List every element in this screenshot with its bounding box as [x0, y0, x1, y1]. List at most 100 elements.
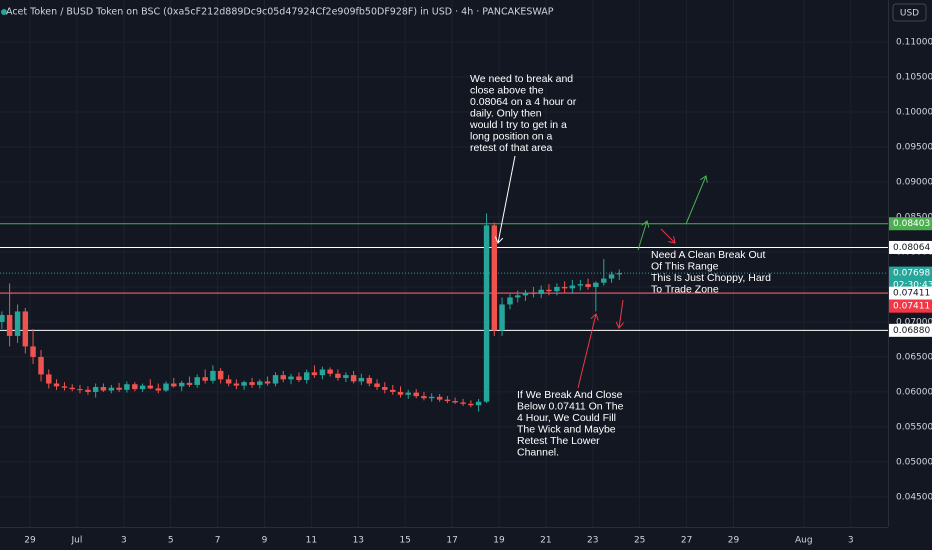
x-tick-label: 27 — [681, 536, 692, 546]
level-label-text: 0.07411 — [893, 302, 930, 312]
y-tick-label: 0.05000 — [896, 457, 932, 467]
x-tick-label: 9 — [262, 536, 268, 546]
y-tick-label: 0.10500 — [896, 72, 932, 82]
candle-body — [233, 383, 240, 386]
y-tick-label: 0.07000 — [896, 317, 932, 327]
x-tick-label: 13 — [353, 536, 364, 546]
x-tick-label: Aug — [795, 536, 813, 546]
candle-body — [171, 383, 177, 387]
annotation-text: Retest The Lower — [517, 435, 600, 447]
candle-body — [264, 381, 271, 384]
annotation-text: 4 Hour, We Could Fill — [517, 412, 616, 424]
annotation-text: long position on a — [470, 131, 552, 143]
arrow — [685, 176, 706, 225]
x-tick-label: 29 — [24, 536, 36, 546]
candle-body — [100, 387, 107, 391]
candle-body — [163, 383, 169, 391]
candle-body — [546, 289, 552, 292]
candle-body — [460, 402, 466, 404]
y-tick-label: 0.04500 — [896, 492, 932, 502]
level-label — [889, 299, 932, 313]
arrow — [660, 228, 675, 243]
level-label — [889, 286, 932, 300]
candle-body — [554, 286, 560, 292]
x-tick-label: 3 — [848, 536, 854, 546]
candle-body — [515, 295, 521, 298]
candle-body — [311, 372, 318, 376]
annotation-text: daily. Only then — [470, 108, 542, 120]
candle-body — [178, 382, 185, 387]
candle-body — [530, 292, 537, 294]
candle-body — [46, 374, 52, 384]
candle-body — [397, 391, 404, 395]
candle-body — [186, 382, 193, 385]
candle-body — [30, 346, 36, 357]
candle-body — [593, 282, 599, 287]
candle-body — [382, 387, 388, 390]
arrow — [619, 299, 623, 328]
candle-body — [303, 372, 310, 381]
candle-body — [577, 284, 584, 286]
y-tick-label: 0.06000 — [896, 387, 932, 397]
candle-body — [139, 385, 146, 390]
candle-body — [288, 376, 294, 380]
annotation-text: Below 0.07411 On The — [517, 401, 624, 413]
annotation-text: Channel. — [517, 447, 559, 459]
candle-body — [374, 383, 380, 388]
candle-body — [272, 375, 279, 384]
candle-body — [280, 375, 286, 380]
x-tick-label: 29 — [728, 536, 740, 546]
annotation-text: This Is Just Choppy, Hard — [651, 272, 771, 284]
candle-body — [53, 383, 60, 387]
candle-body — [147, 385, 154, 389]
candle-body — [358, 377, 365, 382]
candle-body — [249, 382, 255, 385]
x-tick-label: Jul — [70, 536, 82, 546]
chart-title: Acet Token / BUSD Token on BSC (0xa5cF21… — [6, 7, 554, 18]
x-tick-label: 23 — [587, 536, 598, 546]
candle-body — [241, 382, 247, 386]
annotation-text: retest of that area — [470, 142, 552, 154]
candle-body — [108, 387, 115, 391]
y-tick-label: 0.05500 — [896, 422, 932, 432]
level-label-text: 0.06880 — [893, 326, 930, 336]
arrows — [498, 155, 706, 389]
annotation-text: Need A Clean Break Out — [651, 249, 765, 261]
candle-body — [92, 387, 99, 392]
candle-body — [0, 314, 5, 322]
candle-body — [366, 377, 373, 384]
candle-body — [85, 389, 91, 392]
candle-body — [335, 373, 341, 378]
candle-body — [343, 375, 349, 378]
currency-button[interactable] — [892, 3, 927, 22]
annotation-text: Of This Range — [651, 261, 719, 273]
candle-body — [491, 225, 498, 331]
candle-body — [296, 376, 302, 381]
level-label-text: 0.08403 — [893, 219, 930, 229]
candle-body — [413, 392, 419, 397]
y-tick-label: 0.09000 — [896, 177, 932, 187]
candle-body — [257, 381, 263, 385]
x-tick-label: 5 — [168, 536, 174, 546]
x-tick-label: 21 — [540, 536, 551, 546]
candle-body — [569, 285, 576, 289]
candle-body — [6, 314, 13, 336]
candle-body — [350, 375, 357, 382]
currency-label[interactable]: USD — [900, 9, 919, 19]
candle-body — [319, 369, 326, 376]
x-tick-label: 15 — [399, 536, 410, 546]
annotation-text: If We Break And Close — [517, 389, 623, 401]
countdown: 02:30:43 — [893, 281, 932, 291]
candle-body — [61, 386, 68, 388]
candle-body — [538, 289, 544, 294]
candle-body — [499, 304, 505, 331]
candle-body — [483, 225, 490, 402]
arrow — [637, 221, 647, 251]
candle-body — [428, 396, 435, 399]
candle-body — [225, 379, 232, 384]
annotation-text: 0.08064 on a 4 hour or — [470, 96, 577, 108]
level-label-text: 0.08064 — [893, 243, 930, 253]
candle-body — [585, 284, 591, 287]
